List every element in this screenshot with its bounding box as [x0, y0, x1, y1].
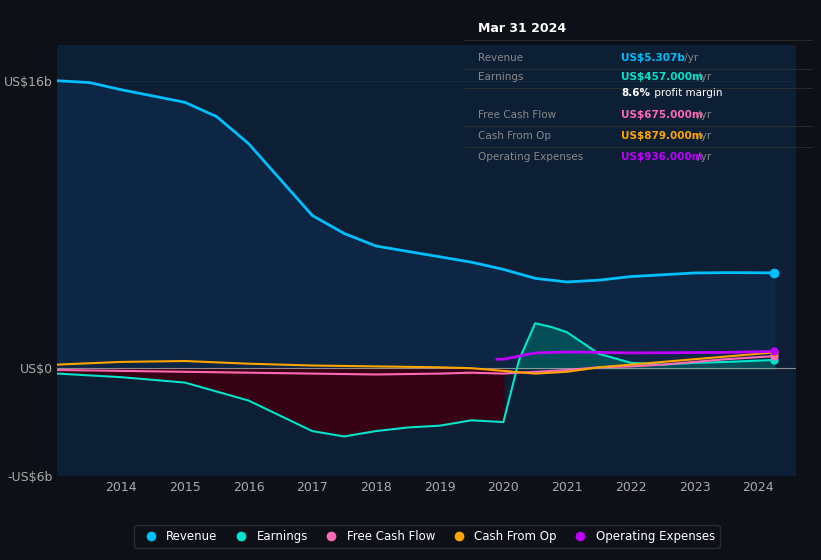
- Text: Free Cash Flow: Free Cash Flow: [478, 110, 556, 120]
- Text: Operating Expenses: Operating Expenses: [478, 152, 583, 162]
- Legend: Revenue, Earnings, Free Cash Flow, Cash From Op, Operating Expenses: Revenue, Earnings, Free Cash Flow, Cash …: [135, 525, 719, 548]
- Text: Mar 31 2024: Mar 31 2024: [478, 22, 566, 35]
- Text: 8.6%: 8.6%: [621, 88, 650, 98]
- Text: /yr: /yr: [694, 72, 711, 82]
- Text: US$675.000m: US$675.000m: [621, 110, 703, 120]
- Text: /yr: /yr: [681, 53, 698, 63]
- Text: /yr: /yr: [694, 131, 711, 141]
- Text: US$457.000m: US$457.000m: [621, 72, 703, 82]
- Text: US$879.000m: US$879.000m: [621, 131, 703, 141]
- Text: Earnings: Earnings: [478, 72, 523, 82]
- Text: /yr: /yr: [694, 152, 711, 162]
- Text: US$5.307b: US$5.307b: [621, 53, 685, 63]
- Text: /yr: /yr: [694, 110, 711, 120]
- Text: Revenue: Revenue: [478, 53, 523, 63]
- Text: Cash From Op: Cash From Op: [478, 131, 551, 141]
- Text: US$936.000m: US$936.000m: [621, 152, 703, 162]
- Text: profit margin: profit margin: [650, 88, 722, 98]
